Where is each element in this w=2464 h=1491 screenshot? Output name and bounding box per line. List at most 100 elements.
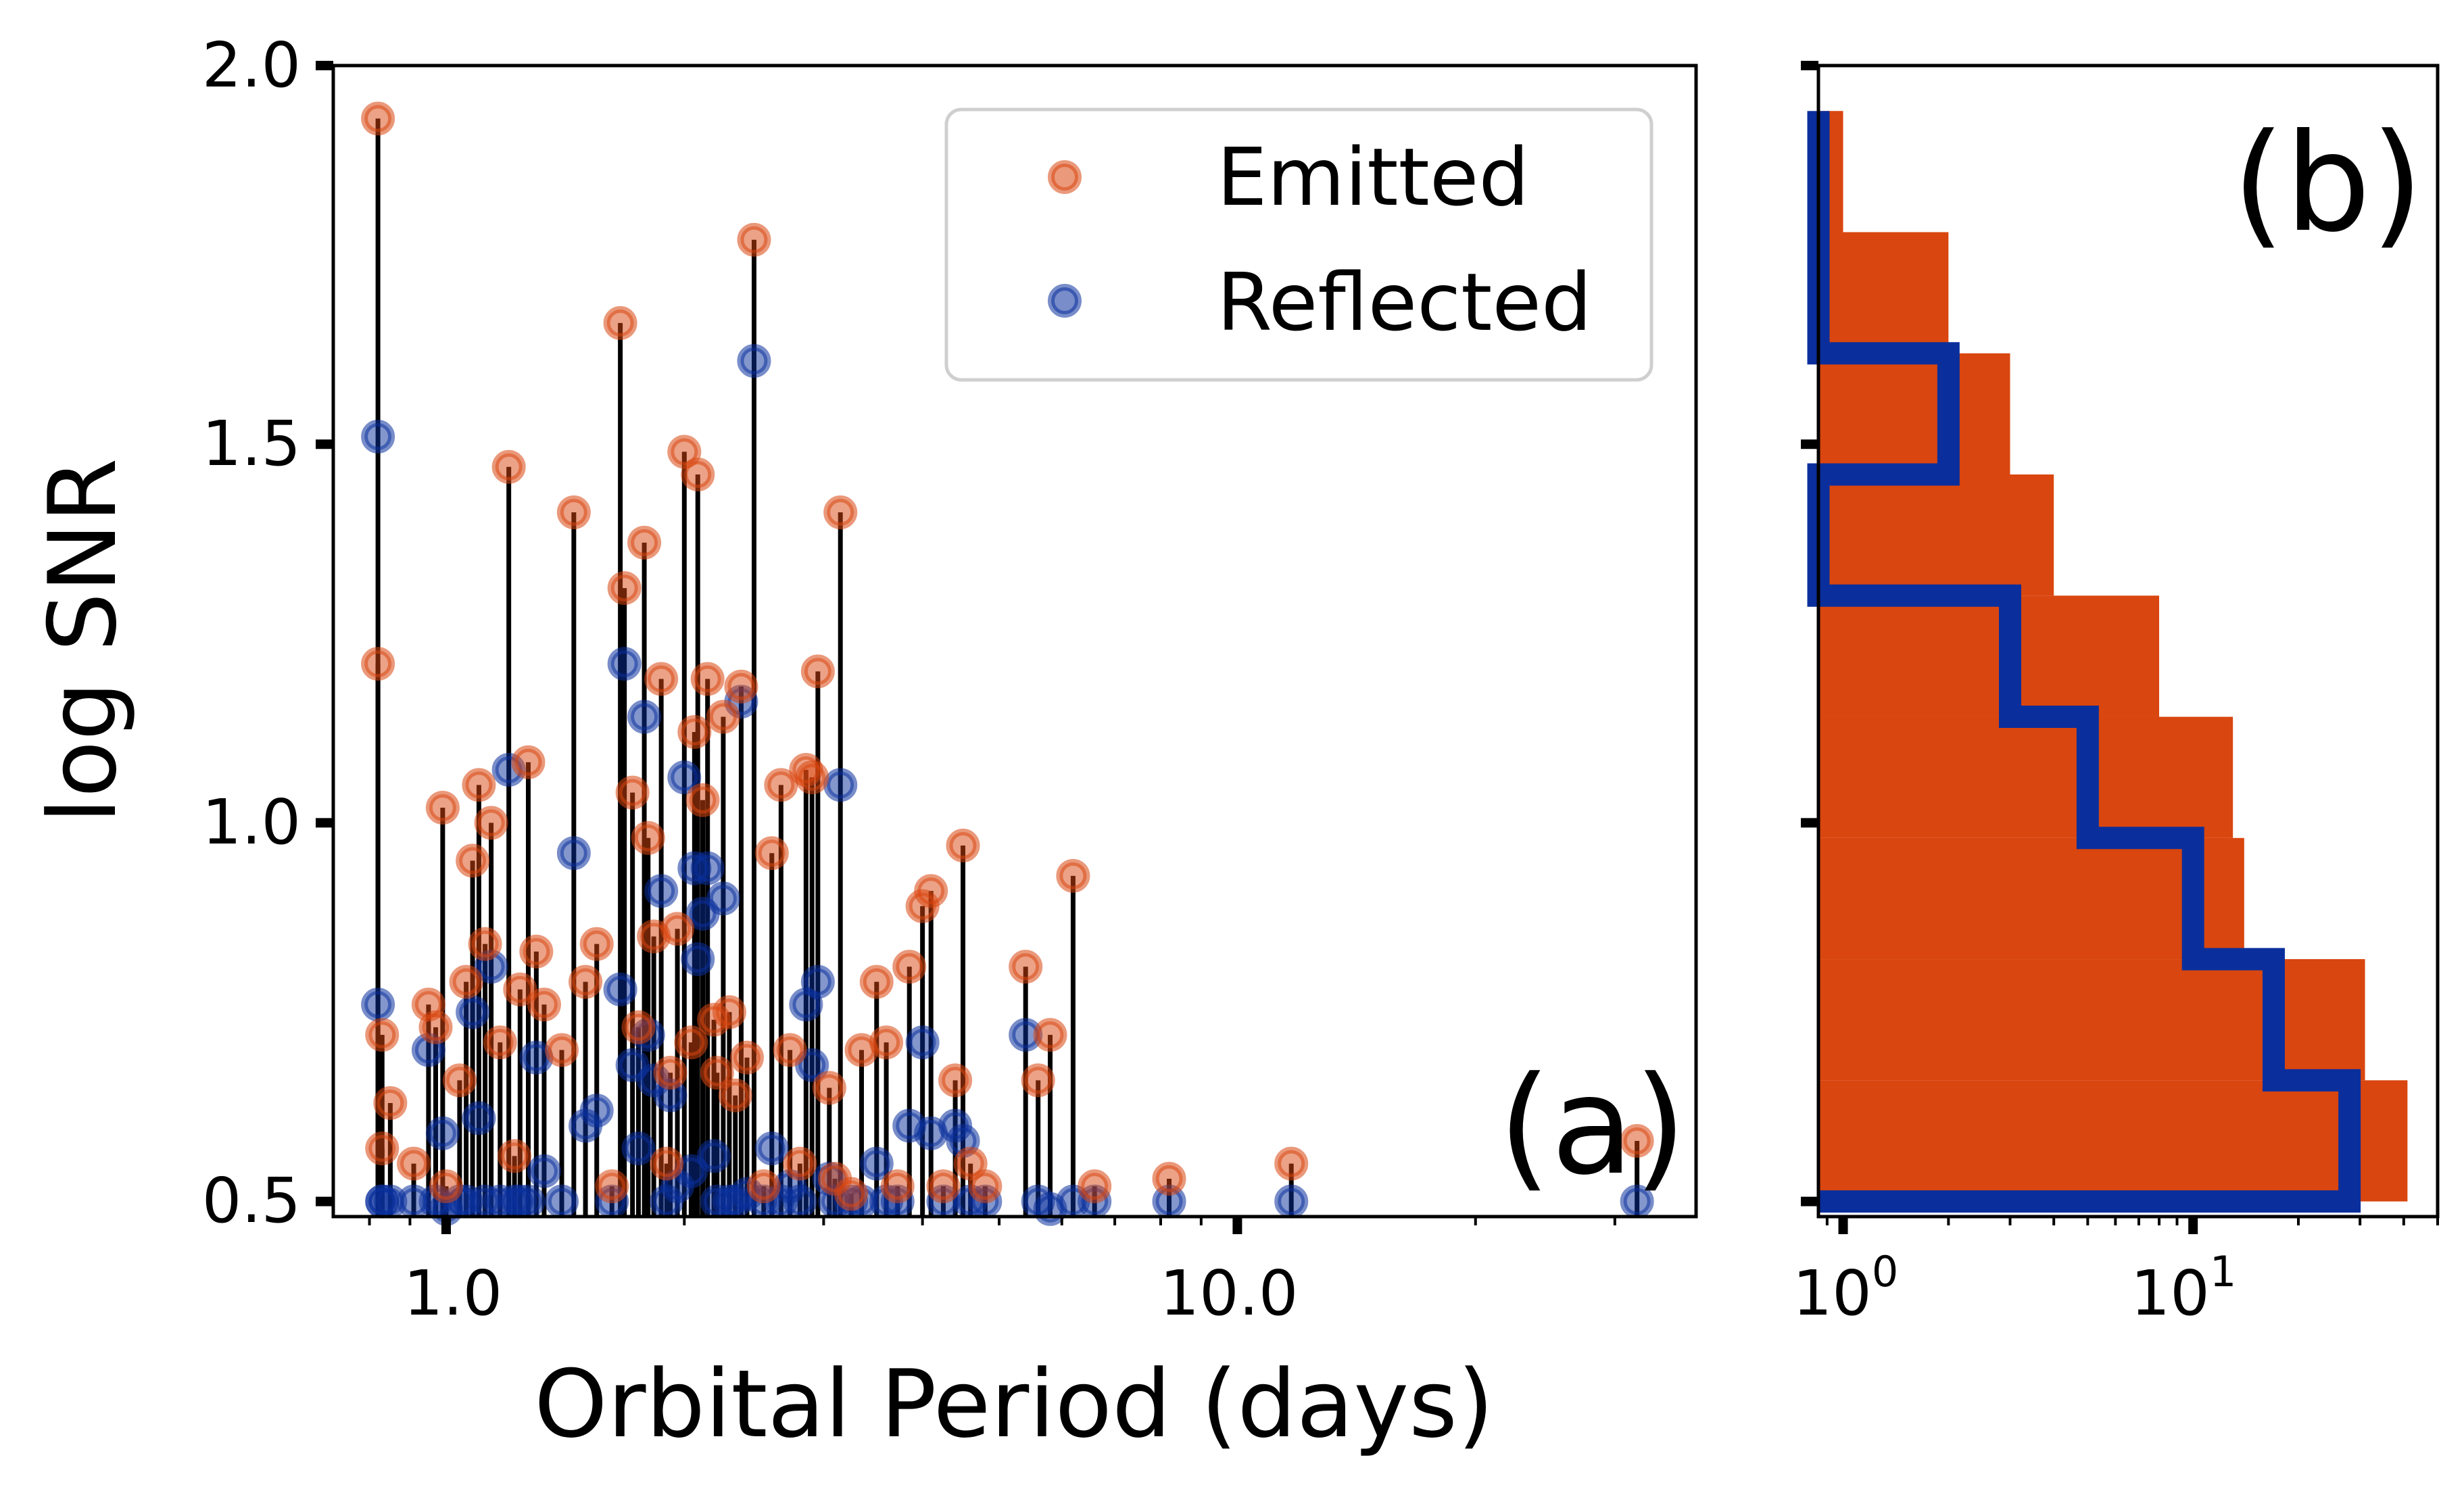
emitted-point: [511, 745, 546, 779]
emitted-point: [938, 1063, 973, 1098]
emitted-point: [527, 987, 561, 1022]
legend-label-emitted: Emitted: [1217, 130, 1529, 224]
emitted-point: [859, 964, 894, 999]
reflected-point: [365, 1184, 400, 1219]
y-tick-label: 2.0: [202, 29, 301, 101]
plot-frame-a: [331, 64, 1698, 1219]
emitted-point: [631, 821, 665, 855]
emitted-point: [621, 1010, 656, 1044]
reflected-point: [621, 1131, 656, 1166]
emitted-point: [700, 1056, 734, 1090]
emitted-point: [1021, 1063, 1055, 1098]
emitted-point: [677, 714, 712, 749]
x-tick-label: 101: [2131, 1247, 2237, 1329]
emitted-point: [764, 768, 798, 802]
emitted-point: [462, 768, 496, 802]
emitted-point: [418, 1010, 453, 1044]
reflected-point: [361, 987, 395, 1022]
emitted-point: [579, 927, 614, 961]
emitted-point: [1078, 1169, 1112, 1204]
emitted-point: [650, 1146, 684, 1181]
x-axis-title: Orbital Period (days): [534, 1350, 1494, 1459]
reflected-point: [579, 1094, 614, 1128]
y-axis-title: log SNR: [28, 458, 137, 824]
legend-marker-reflected: [1048, 284, 1082, 318]
emitted-point: [449, 964, 483, 999]
emitted-point: [491, 449, 526, 484]
emitted-point: [783, 1146, 817, 1181]
reflected-point: [667, 760, 702, 795]
emitted-point: [754, 836, 789, 871]
x-tick-base: 10: [2131, 1257, 2210, 1329]
reflected-point: [425, 1116, 460, 1150]
emitted-point: [425, 790, 460, 825]
x-tick-base: 10: [1793, 1257, 1872, 1329]
legend-marker-emitted: [1048, 160, 1082, 194]
reflected-point: [527, 1154, 561, 1188]
emitted-point: [823, 495, 858, 530]
y-tick-label: 1.5: [202, 408, 301, 480]
emitted-point: [644, 662, 679, 696]
reflected-point: [627, 700, 662, 734]
emitted-point: [545, 1033, 579, 1067]
emitted-point: [968, 1169, 1002, 1204]
emitted-point: [746, 1169, 781, 1204]
emitted-point: [869, 1025, 904, 1060]
emitted-histogram-bar: [1818, 1080, 2408, 1202]
x-axis-ticks-b: [1825, 1217, 2439, 1234]
emitted-point: [442, 1063, 477, 1098]
emitted-point: [468, 927, 502, 961]
reflected-point: [706, 881, 740, 916]
emitted-point: [361, 101, 395, 136]
emitted-point: [724, 669, 758, 704]
emitted-point: [615, 775, 650, 810]
emitted-point: [429, 1169, 463, 1204]
emitted-point: [685, 783, 720, 817]
emitted-point: [519, 934, 554, 969]
emitted-point: [712, 995, 746, 1029]
x-tick-label: 100: [1793, 1247, 1899, 1329]
reflected-point: [556, 836, 591, 871]
legend-label-reflected: Reflected: [1217, 255, 1592, 349]
scatter-panel-a: 1.0 10.0 0.5 1.0 1.5 2.0 Orbital Period …: [28, 29, 1698, 1459]
emitted-point: [397, 1146, 431, 1181]
emitted-point: [1009, 950, 1043, 984]
emitted-point: [1056, 858, 1090, 893]
emitted-point: [706, 700, 740, 734]
reflected-point: [795, 1048, 829, 1082]
emitted-histogram-bar: [1818, 716, 2233, 838]
y-axis-ticks-a: [316, 61, 333, 1206]
reflected-point: [823, 768, 858, 802]
reflected-point: [1274, 1184, 1309, 1219]
emitted-point: [595, 1169, 629, 1204]
emitted-point: [880, 1169, 915, 1204]
y-tick-label: 1.0: [202, 786, 301, 858]
emitted-point: [834, 1177, 869, 1211]
emitted-point: [1620, 1123, 1654, 1158]
data-points: [361, 101, 1654, 1226]
emitted-point: [729, 1040, 764, 1075]
emitted-point: [1274, 1146, 1309, 1181]
reflected-point: [690, 851, 725, 885]
reflected-point: [456, 995, 490, 1029]
y-axis-ticks-b: [1801, 61, 1818, 1206]
panel-label-b: (b): [2232, 105, 2423, 262]
reflected-point: [462, 1101, 496, 1135]
reflected-histogram-outline: [1807, 111, 2361, 1213]
emitted-point: [373, 1085, 408, 1120]
histogram-bars: [1818, 111, 2408, 1202]
emitted-point: [569, 964, 603, 999]
emitted-point: [498, 1139, 532, 1173]
emitted-point: [718, 1078, 752, 1113]
emitted-point: [795, 760, 829, 795]
emitted-point: [503, 972, 537, 1006]
legend-box: [944, 107, 1653, 382]
x-axis-ticks-a: [368, 1217, 1616, 1234]
emitted-point: [914, 874, 948, 908]
histogram-panel-b: 100 101 (b): [1793, 61, 2440, 1329]
emitted-point: [681, 458, 715, 492]
emitted-point: [365, 1018, 400, 1052]
reflected-point: [361, 419, 395, 454]
reflected-point: [607, 647, 642, 681]
plot-frame-b: [1816, 64, 2440, 1219]
